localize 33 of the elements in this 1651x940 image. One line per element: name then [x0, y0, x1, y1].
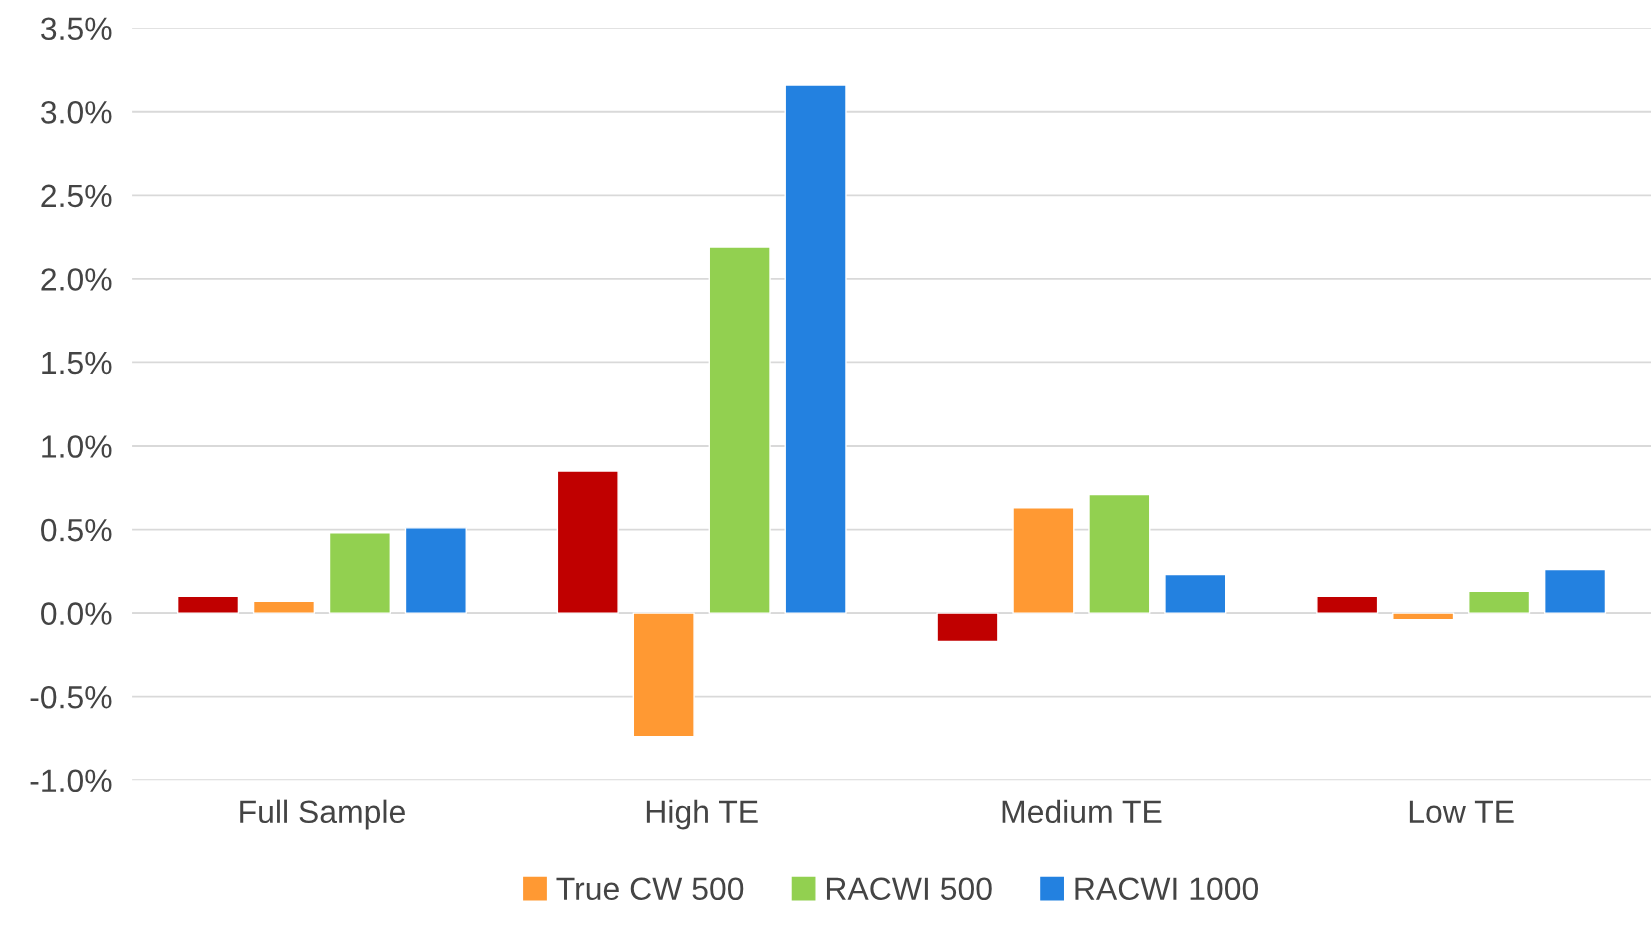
y-tick-label: 1.5% — [42, 351, 112, 375]
y-tick-label: -0.5% — [30, 685, 112, 709]
bar — [328, 532, 391, 614]
y-tick-label: -1.0% — [30, 769, 112, 793]
bar — [1543, 568, 1607, 614]
y-tick-label: 0.5% — [41, 518, 112, 542]
bar — [1392, 612, 1455, 621]
bar — [556, 470, 619, 614]
x-tick-label: Low TE — [1409, 800, 1514, 824]
x-tick-label: Medium TE — [1002, 799, 1162, 824]
legend-label: True CW 500 — [556, 877, 744, 901]
bar — [1316, 595, 1379, 614]
bar — [404, 527, 467, 614]
legend-label: RACWI 1000 — [1075, 877, 1259, 901]
bar — [1164, 573, 1227, 614]
bar — [936, 612, 999, 643]
y-tick-label: 3.5% — [41, 17, 112, 41]
y-tick-label: 2.5% — [41, 184, 112, 208]
y-tick-label: 1.0% — [42, 435, 112, 458]
y-tick-label: 2.0% — [41, 268, 112, 291]
y-tick-label: 0.0% — [41, 602, 112, 625]
bar — [708, 246, 771, 614]
bar — [1468, 590, 1531, 614]
bar — [1088, 493, 1151, 614]
x-tick-label: Full Sample — [240, 799, 405, 830]
bar — [176, 595, 240, 614]
x-tick-label: High TE — [646, 799, 758, 830]
legend-label: RACWI 500 — [826, 877, 992, 901]
bar — [632, 612, 695, 738]
bar — [252, 600, 316, 614]
bar — [1012, 507, 1075, 614]
bar — [784, 84, 847, 614]
y-tick-label: 3.0% — [41, 101, 112, 124]
